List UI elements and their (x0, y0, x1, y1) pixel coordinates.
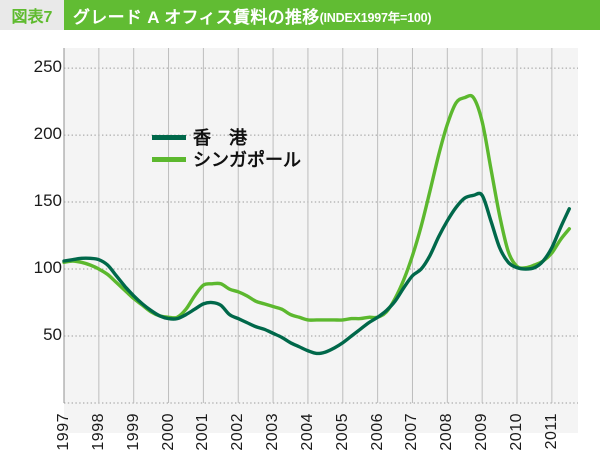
y-tick-label-50: 50 (43, 325, 62, 345)
x-tick-label-2003: 2003 (264, 413, 282, 451)
plot-background (64, 48, 578, 433)
x-tick-label-1999: 1999 (124, 413, 142, 451)
x-tick-label-2011: 2011 (542, 413, 560, 450)
x-tick-label-2008: 2008 (438, 413, 456, 451)
figure-title-sub: (INDEX1997年=100) (319, 10, 432, 25)
y-tick-label-100: 100 (33, 258, 62, 278)
x-tick-label-2007: 2007 (403, 413, 421, 451)
x-tick-label-2010: 2010 (508, 413, 526, 451)
legend-item-hongkong: 香 港 (152, 126, 301, 148)
vertical-gridlines (63, 48, 553, 403)
series-line-singapore (62, 93, 571, 322)
y-tick-label-150: 150 (33, 191, 62, 211)
chart-legend: 香 港 シンガポール (152, 126, 301, 170)
series-line-hongkong (62, 191, 571, 356)
x-tick-label-2000: 2000 (159, 413, 177, 451)
figure-title-main: グレード A オフィス賃料の推移 (73, 7, 320, 27)
x-tick-label-1997: 1997 (55, 413, 72, 451)
legend-label-singapore: シンガポール (193, 150, 301, 170)
figure-number-tag: 図表7 (0, 0, 64, 30)
y-tick-label-250: 250 (33, 57, 62, 77)
line-chart-svg (62, 48, 578, 404)
x-tick-label-2001: 2001 (194, 413, 212, 451)
y-tick-label-200: 200 (33, 124, 62, 144)
figure-header: 図表7 グレード A オフィス賃料の推移 (INDEX1997年=100) (0, 0, 600, 30)
x-tick-label-1998: 1998 (89, 413, 107, 451)
legend-swatch-singapore (152, 156, 186, 162)
x-tick-label-2002: 2002 (229, 413, 247, 451)
y-axis-tick-labels: 50 100 150 200 250 (0, 30, 62, 459)
x-tick-label-2005: 2005 (333, 413, 351, 451)
x-tick-label-2006: 2006 (368, 413, 386, 451)
legend-swatch-hongkong (152, 134, 186, 140)
legend-item-singapore: シンガポール (152, 148, 301, 170)
figure-title-band: グレード A オフィス賃料の推移 (INDEX1997年=100) (64, 0, 600, 30)
x-tick-label-2004: 2004 (298, 413, 316, 451)
chart-area: 50 100 150 200 250 1997 1998 1999 2000 2001 2002 2… (0, 30, 600, 459)
x-tick-label-2009: 2009 (473, 413, 491, 451)
data-series-group (62, 93, 571, 356)
legend-label-hongkong: 香 港 (193, 128, 247, 148)
